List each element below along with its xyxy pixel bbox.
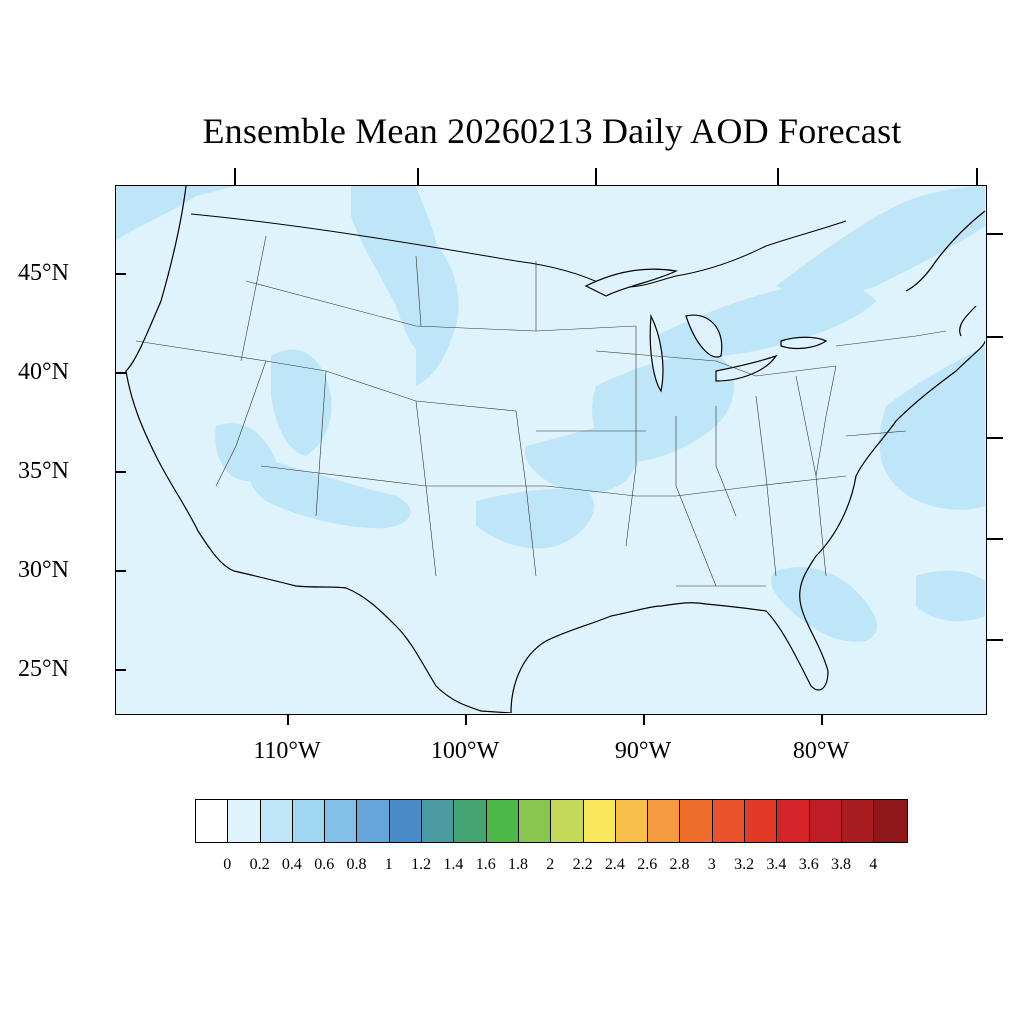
- lake-ontario: [780, 336, 828, 350]
- aod-plume-gulf: [770, 567, 877, 642]
- great-lakes: [584, 268, 828, 393]
- tick-right-1: [987, 233, 1003, 235]
- aod-plume-offshore: [916, 570, 985, 622]
- aod-map[interactable]: [115, 185, 987, 715]
- colorbar-swatch-16: [712, 800, 746, 842]
- tick-top-5: [976, 168, 978, 185]
- tick-top-1: [234, 168, 236, 185]
- lon-label-90w: 90°W: [614, 738, 672, 764]
- colorbar-swatch-12: [583, 800, 616, 842]
- colorbar-label: 1.6: [475, 856, 496, 873]
- colorbar-label: 2.6: [637, 856, 658, 873]
- colorbar-swatch-14: [648, 800, 681, 842]
- colorbar-label: 1.4: [443, 856, 464, 873]
- colorbar-label: 3.2: [734, 856, 755, 873]
- colorbar-swatch-10: [518, 800, 552, 842]
- lake-michigan: [649, 313, 664, 393]
- aod-map-canvas: [116, 186, 985, 713]
- colorbar-swatch-0: [196, 800, 229, 842]
- colorbar-label: 3.4: [766, 856, 787, 873]
- colorbar-swatch-5: [357, 800, 390, 842]
- colorbar-swatch-1: [228, 800, 261, 842]
- tick-top-4: [777, 168, 779, 185]
- lon-label-80w: 80°W: [792, 738, 850, 764]
- colorbar-swatch-21: [874, 800, 907, 842]
- colorbar-label: 3: [707, 856, 716, 873]
- aod-plumes: [116, 186, 985, 642]
- colorbar-swatch-11: [551, 800, 584, 842]
- lon-label-110w: 110°W: [253, 738, 321, 764]
- colorbar-swatch-6: [389, 800, 423, 842]
- tick-top-2: [417, 168, 419, 185]
- tick-right-2: [987, 336, 1003, 338]
- colorbar-label: 4: [869, 856, 878, 873]
- aod-plume-northeast: [776, 186, 985, 298]
- colorbar-label: 0.2: [249, 856, 270, 873]
- tick-bottom-90: [643, 715, 645, 725]
- tick-left-45: [116, 273, 126, 275]
- colorbar-label: 0: [223, 856, 232, 873]
- colorbar-swatch-19: [809, 800, 842, 842]
- colorbar-label: 1.8: [508, 856, 528, 873]
- colorbar-label: 0.4: [281, 856, 302, 873]
- map-title: Ensemble Mean 20260213 Daily AOD Forecas…: [202, 111, 902, 151]
- lon-label-100w: 100°W: [430, 738, 500, 764]
- colorbar-label: 0.8: [346, 856, 367, 873]
- lake-huron: [685, 314, 723, 358]
- aod-plume-southwest: [249, 456, 411, 529]
- colorbar-swatch-13: [615, 800, 649, 842]
- lat-label-35n: 35°N: [18, 458, 69, 484]
- tick-right-3: [987, 437, 1003, 439]
- tick-bottom-100: [465, 715, 467, 725]
- tick-bottom-80: [821, 715, 823, 725]
- tick-left-35: [116, 471, 126, 473]
- colorbar-label: 2: [546, 856, 555, 873]
- lat-label-40n: 40°N: [18, 359, 69, 385]
- tick-right-5: [987, 639, 1003, 641]
- colorbar-label: 2.2: [572, 856, 593, 873]
- colorbar-label: 2.8: [669, 856, 690, 873]
- aod-colorbar: [195, 799, 908, 843]
- coastline: [125, 186, 985, 713]
- colorbar-swatch-4: [325, 800, 358, 842]
- colorbar-swatch-3: [292, 800, 326, 842]
- colorbar-swatch-20: [841, 800, 875, 842]
- colorbar-swatch-15: [680, 800, 713, 842]
- colorbar-swatch-17: [745, 800, 778, 842]
- colorbar-label: 3.6: [798, 856, 819, 873]
- tick-left-30: [116, 570, 126, 572]
- state-borders: [135, 235, 947, 587]
- aod-plume-greatbasin: [271, 349, 332, 456]
- aod-plume-ohiovalley: [592, 351, 735, 462]
- colorbar-label: 2.4: [604, 856, 625, 873]
- lat-label-30n: 30°N: [18, 557, 69, 583]
- tick-bottom-110: [287, 715, 289, 725]
- lake-superior: [584, 268, 678, 297]
- lat-label-45n: 45°N: [18, 260, 69, 286]
- lake-erie: [715, 354, 778, 382]
- tick-left-25: [116, 669, 126, 671]
- tick-left-40: [116, 372, 126, 374]
- aod-plume-texas: [476, 489, 595, 549]
- colorbar-label: 0.6: [314, 856, 335, 873]
- tick-right-4: [987, 538, 1003, 540]
- aod-plume-atlantic: [879, 346, 985, 510]
- colorbar-label: 1: [384, 856, 393, 873]
- aod-plume-dakota: [416, 226, 459, 386]
- aod-plume-northwest: [116, 186, 236, 241]
- colorbar-swatch-7: [422, 800, 455, 842]
- colorbar-swatch-18: [777, 800, 810, 842]
- lat-label-25n: 25°N: [18, 656, 69, 682]
- colorbar-label: 1.2: [411, 856, 432, 873]
- tick-top-3: [595, 168, 597, 185]
- colorbar-label: 3.8: [831, 856, 851, 873]
- colorbar-swatch-9: [486, 800, 519, 842]
- colorbar-swatch-2: [260, 800, 293, 842]
- colorbar-swatch-8: [454, 800, 487, 842]
